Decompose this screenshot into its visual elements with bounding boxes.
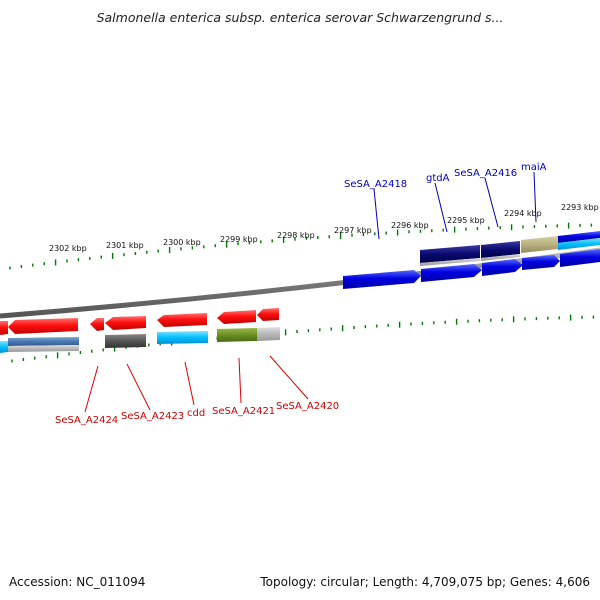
gene-arrow — [522, 255, 560, 270]
tick-label: 2296 kbp — [391, 221, 429, 230]
tick-label: 2299 kbp — [220, 235, 258, 244]
cog-box — [157, 331, 208, 344]
gene-label-gtda: gtdA — [426, 173, 450, 184]
upper-tick-labels: 2302 kbp 2301 kbp 2300 kbp 2299 kbp 2298… — [49, 203, 599, 253]
upper-tick-track — [9, 222, 593, 270]
gene-label-sesa-a2421: SeSA_A2421 — [212, 406, 275, 417]
gene-arrow — [0, 321, 8, 335]
cog-box — [8, 337, 79, 346]
gene-arrow — [560, 249, 600, 267]
label-leader — [484, 177, 499, 228]
label-leader — [184, 361, 195, 406]
tick-label: 2293 kbp — [561, 203, 599, 212]
tick-label: 2300 kbp — [163, 238, 201, 247]
map-title: Salmonella enterica subsp. enterica sero… — [96, 10, 504, 25]
cog-box — [0, 341, 8, 353]
gene-label-sesa-a2424: SeSA_A2424 — [55, 415, 118, 426]
tick-label: 2294 kbp — [504, 209, 542, 218]
cog-box — [521, 236, 558, 253]
label-leader — [373, 188, 380, 240]
label-leader — [269, 355, 309, 400]
cog-box — [420, 245, 480, 263]
gene-arrow — [90, 318, 104, 331]
cog-box — [105, 334, 146, 348]
genome-stats-text: Topology: circular; Length: 4,709,075 bp… — [260, 575, 590, 589]
forward-gene-track — [343, 249, 600, 289]
label-leader — [126, 363, 151, 411]
cog-box — [8, 345, 79, 352]
upper-cog-track — [420, 231, 600, 266]
gene-arrow — [217, 310, 256, 324]
tick-label: 2301 kbp — [106, 241, 144, 250]
tick-label: 2295 kbp — [447, 216, 485, 225]
gene-label-cdd: cdd — [187, 408, 205, 419]
gene-label-sesa-a2418: SeSA_A2418 — [344, 179, 407, 190]
lower-gene-labels: SeSA_A2424 SeSA_A2423 cdd SeSA_A2421 SeS… — [55, 355, 339, 426]
cog-box — [217, 328, 257, 342]
lower-cog-track — [0, 327, 280, 353]
cog-box — [558, 238, 600, 250]
gene-arrow — [421, 264, 482, 282]
gene-label-maia: maiA — [521, 162, 547, 173]
cog-box — [558, 231, 600, 243]
gene-arrow — [8, 318, 78, 334]
cog-box — [257, 327, 280, 341]
reverse-gene-track — [0, 308, 279, 335]
cog-box — [481, 254, 520, 261]
gene-arrow — [157, 313, 207, 327]
tick-label: 2297 kbp — [334, 226, 372, 235]
gene-arrow — [257, 308, 279, 321]
gene-label-sesa-a2423: SeSA_A2423 — [121, 411, 184, 422]
gene-label-sesa-a2416: SeSA_A2416 — [454, 168, 517, 179]
cog-box — [420, 258, 480, 266]
gene-arrow — [105, 316, 146, 330]
gene-arrow — [343, 270, 421, 289]
label-leader — [533, 171, 537, 223]
label-leader — [434, 182, 448, 233]
gene-arrow — [482, 259, 523, 276]
upper-gene-labels: SeSA_A2418 gtdA SeSA_A2416 maiA — [344, 162, 547, 240]
tick-label: 2302 kbp — [49, 244, 87, 253]
gene-label-sesa-a2420: SeSA_A2420 — [276, 401, 339, 412]
accession-text: Accession: NC_011094 — [9, 575, 146, 589]
label-leader — [84, 365, 99, 413]
tick-label: 2298 kbp — [277, 231, 315, 240]
label-leader — [238, 357, 242, 404]
cog-box — [481, 241, 520, 258]
